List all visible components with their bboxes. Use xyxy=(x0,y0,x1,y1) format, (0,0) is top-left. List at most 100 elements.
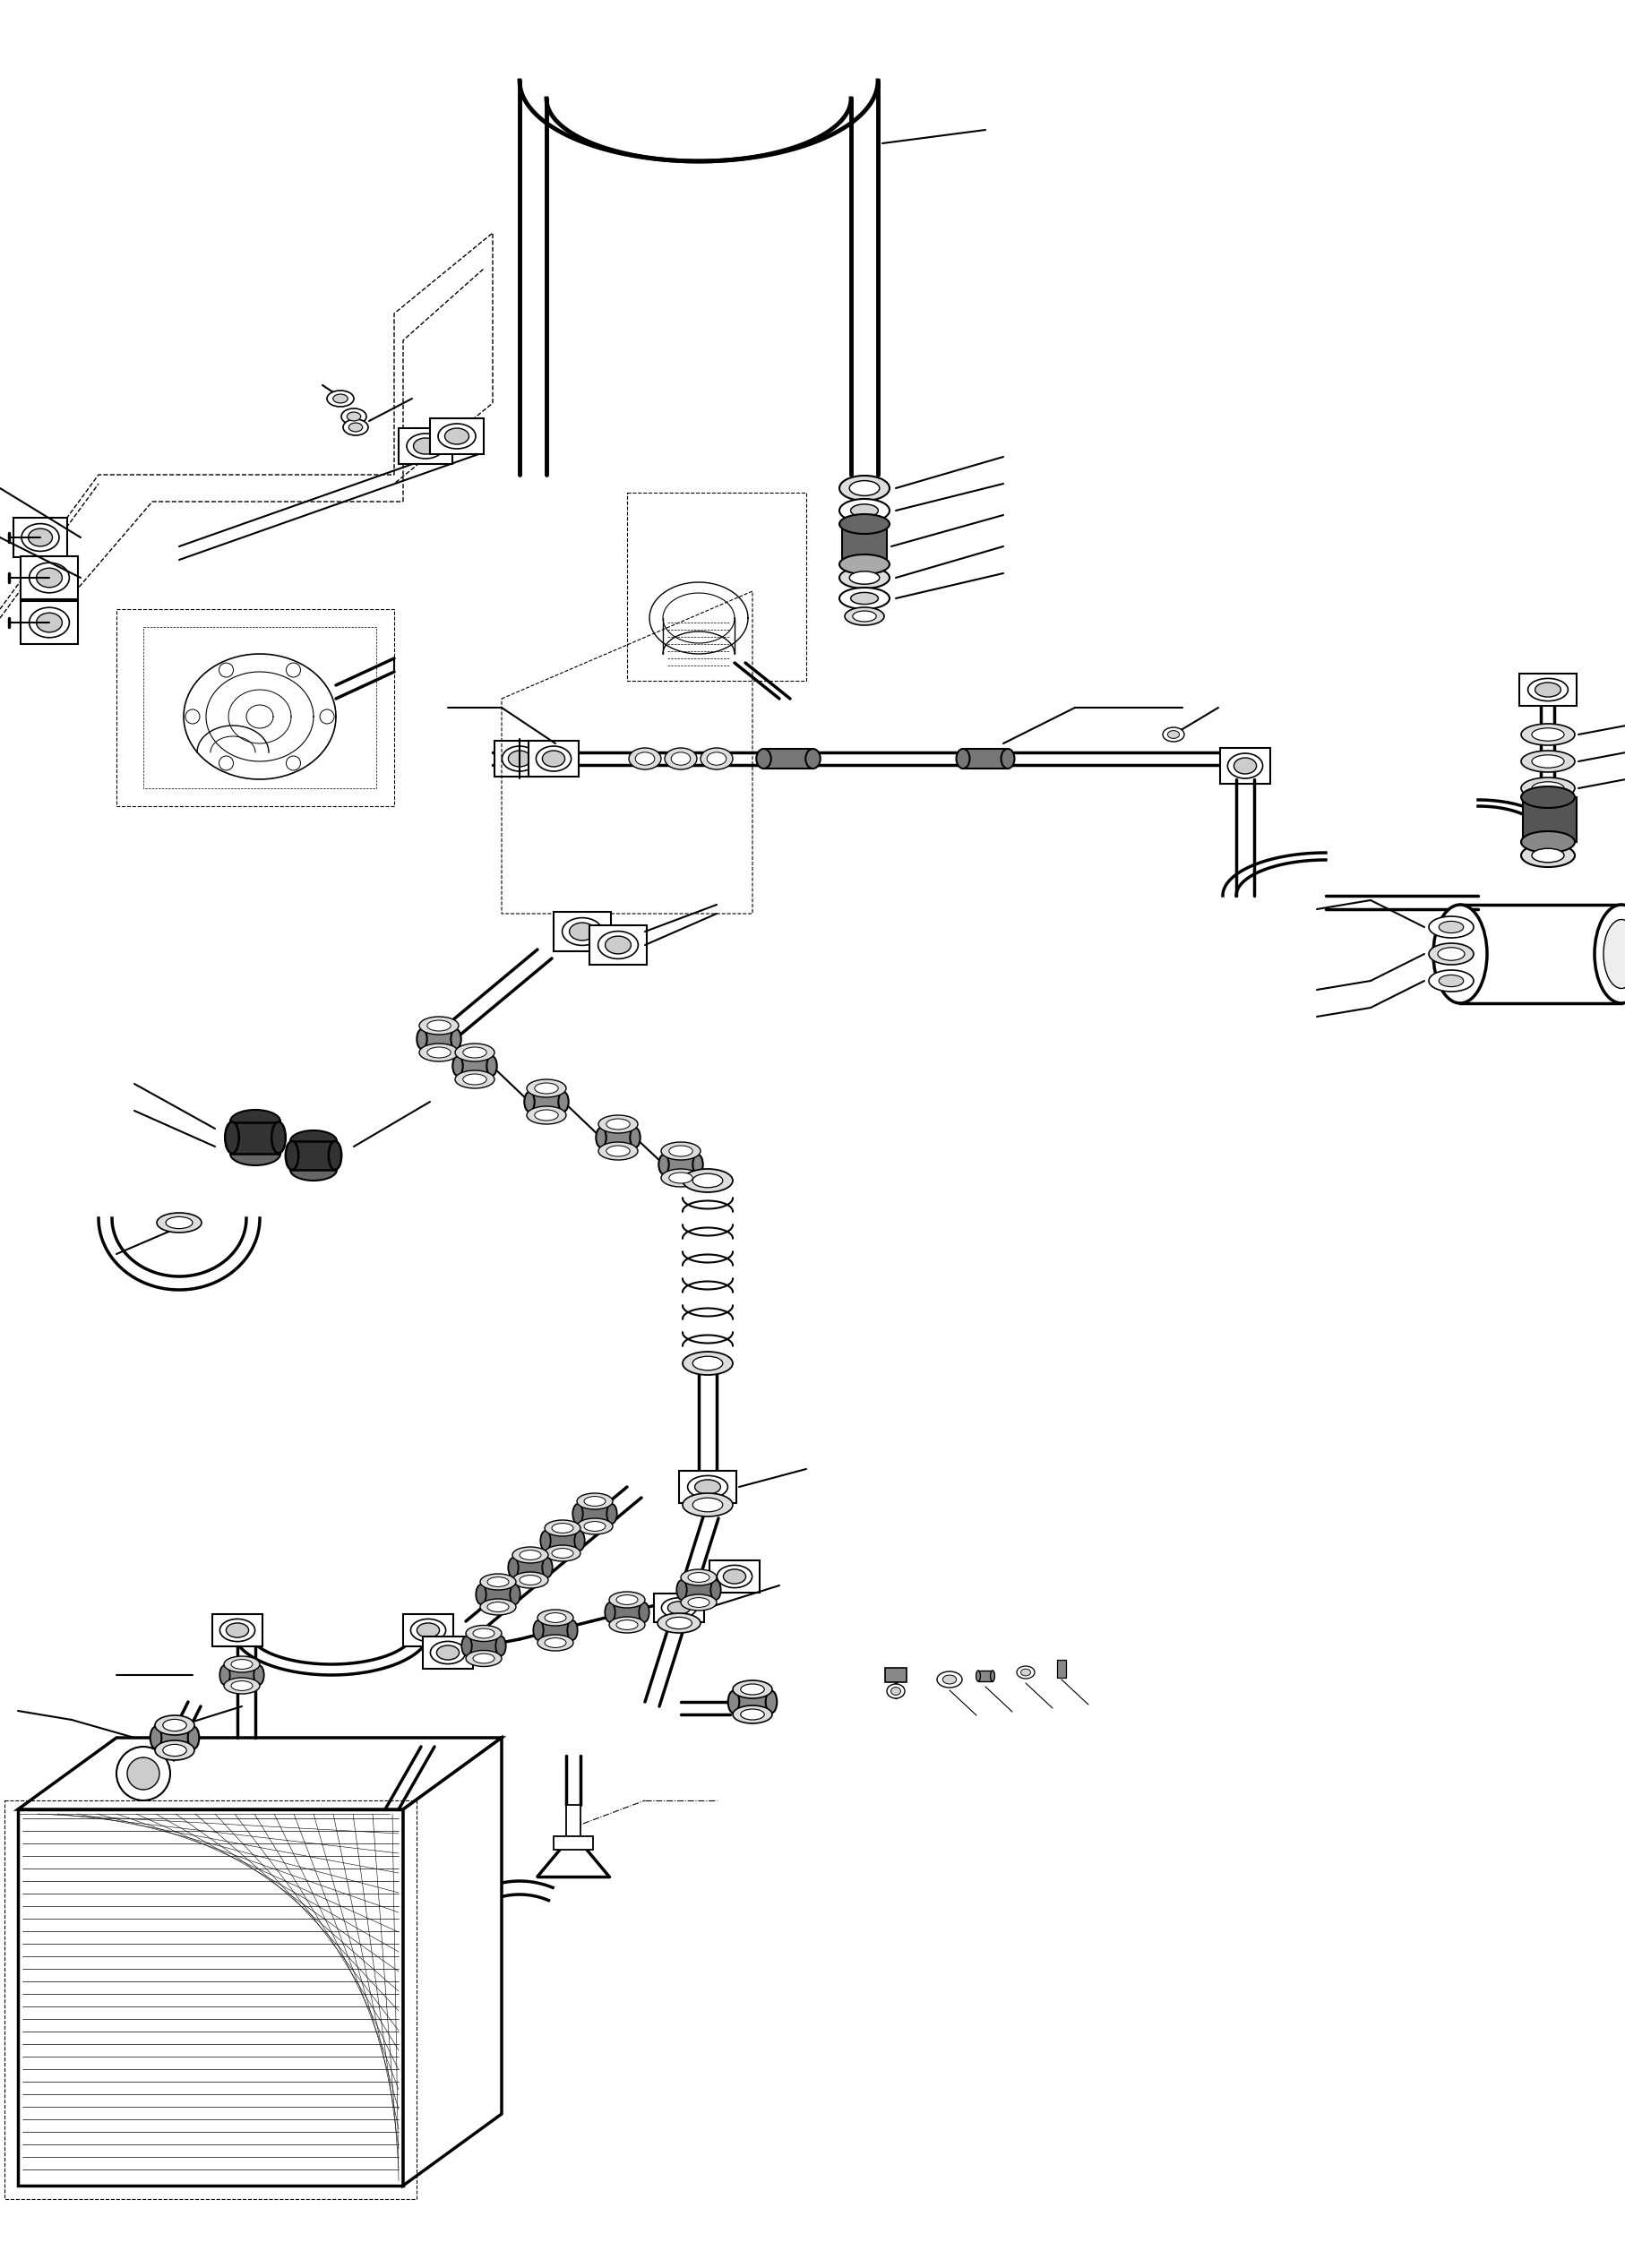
Ellipse shape xyxy=(671,753,691,764)
Polygon shape xyxy=(552,1837,593,1851)
Polygon shape xyxy=(213,1615,262,1647)
Ellipse shape xyxy=(463,1048,486,1057)
Ellipse shape xyxy=(36,567,62,587)
Ellipse shape xyxy=(692,1154,702,1175)
Ellipse shape xyxy=(437,1644,458,1660)
Ellipse shape xyxy=(487,1576,509,1588)
Ellipse shape xyxy=(609,1592,645,1608)
Polygon shape xyxy=(232,1123,278,1152)
Ellipse shape xyxy=(583,1497,604,1506)
Polygon shape xyxy=(552,912,611,950)
Polygon shape xyxy=(577,1504,611,1524)
Ellipse shape xyxy=(955,748,968,769)
Ellipse shape xyxy=(562,919,601,946)
Ellipse shape xyxy=(226,1624,249,1637)
Ellipse shape xyxy=(416,1624,439,1637)
Polygon shape xyxy=(528,742,578,776)
Polygon shape xyxy=(565,1805,580,1842)
Ellipse shape xyxy=(616,1594,637,1606)
Ellipse shape xyxy=(538,1610,574,1626)
Ellipse shape xyxy=(694,1479,720,1495)
Ellipse shape xyxy=(253,1665,263,1685)
Ellipse shape xyxy=(536,746,570,771)
Polygon shape xyxy=(1219,748,1269,785)
Ellipse shape xyxy=(496,1635,505,1656)
Polygon shape xyxy=(403,1615,453,1647)
Ellipse shape xyxy=(486,1057,497,1075)
Ellipse shape xyxy=(502,746,536,771)
Ellipse shape xyxy=(466,1626,502,1642)
Ellipse shape xyxy=(756,748,770,769)
Ellipse shape xyxy=(427,1048,450,1057)
Ellipse shape xyxy=(838,476,889,501)
Ellipse shape xyxy=(574,1531,585,1551)
Ellipse shape xyxy=(656,1613,700,1633)
Ellipse shape xyxy=(406,433,444,458)
Ellipse shape xyxy=(681,1569,717,1585)
Ellipse shape xyxy=(1016,1667,1034,1678)
Ellipse shape xyxy=(804,748,821,769)
Ellipse shape xyxy=(452,1057,463,1075)
Ellipse shape xyxy=(36,612,62,633)
Circle shape xyxy=(219,755,234,771)
Ellipse shape xyxy=(219,1665,229,1685)
Ellipse shape xyxy=(1428,916,1472,939)
Circle shape xyxy=(219,662,234,678)
Ellipse shape xyxy=(661,1599,696,1617)
Ellipse shape xyxy=(512,1572,548,1588)
Ellipse shape xyxy=(942,1676,955,1683)
Ellipse shape xyxy=(838,499,889,522)
Ellipse shape xyxy=(838,515,889,533)
Ellipse shape xyxy=(1438,921,1462,932)
Ellipse shape xyxy=(676,1581,686,1599)
Polygon shape xyxy=(1518,674,1576,705)
Ellipse shape xyxy=(445,429,468,445)
Ellipse shape xyxy=(162,1719,187,1730)
Ellipse shape xyxy=(577,1517,613,1535)
Polygon shape xyxy=(21,601,78,644)
Ellipse shape xyxy=(682,1168,733,1193)
Ellipse shape xyxy=(1531,728,1563,742)
Ellipse shape xyxy=(541,1558,552,1576)
Ellipse shape xyxy=(455,1070,494,1089)
Ellipse shape xyxy=(543,751,564,767)
Ellipse shape xyxy=(850,503,878,517)
Ellipse shape xyxy=(665,748,697,769)
Ellipse shape xyxy=(682,1492,733,1517)
Ellipse shape xyxy=(473,1628,494,1637)
Ellipse shape xyxy=(1531,782,1563,794)
Ellipse shape xyxy=(150,1726,161,1749)
Circle shape xyxy=(286,755,301,771)
Ellipse shape xyxy=(224,1678,260,1694)
Polygon shape xyxy=(422,1637,473,1669)
Polygon shape xyxy=(708,1560,759,1592)
Ellipse shape xyxy=(710,1581,720,1599)
Ellipse shape xyxy=(427,1021,450,1032)
Ellipse shape xyxy=(569,923,595,941)
Ellipse shape xyxy=(886,1683,904,1699)
Ellipse shape xyxy=(29,562,70,592)
Polygon shape xyxy=(429,417,484,454)
Ellipse shape xyxy=(723,1569,746,1583)
Ellipse shape xyxy=(990,1672,994,1681)
Ellipse shape xyxy=(596,1127,606,1148)
Ellipse shape xyxy=(639,1603,648,1622)
Ellipse shape xyxy=(606,1118,629,1129)
Circle shape xyxy=(127,1758,159,1789)
Ellipse shape xyxy=(733,1706,772,1724)
Polygon shape xyxy=(398,429,452,465)
Ellipse shape xyxy=(583,1522,604,1531)
Ellipse shape xyxy=(717,1565,752,1588)
Ellipse shape xyxy=(838,553,889,574)
Ellipse shape xyxy=(1594,905,1625,1002)
Ellipse shape xyxy=(343,420,367,435)
Polygon shape xyxy=(292,1141,335,1170)
Ellipse shape xyxy=(577,1492,613,1508)
Ellipse shape xyxy=(658,1154,668,1175)
Polygon shape xyxy=(458,1057,491,1075)
Ellipse shape xyxy=(681,1594,717,1610)
Ellipse shape xyxy=(687,1572,708,1583)
Ellipse shape xyxy=(1438,975,1462,987)
Polygon shape xyxy=(681,1581,715,1599)
Ellipse shape xyxy=(848,572,879,585)
